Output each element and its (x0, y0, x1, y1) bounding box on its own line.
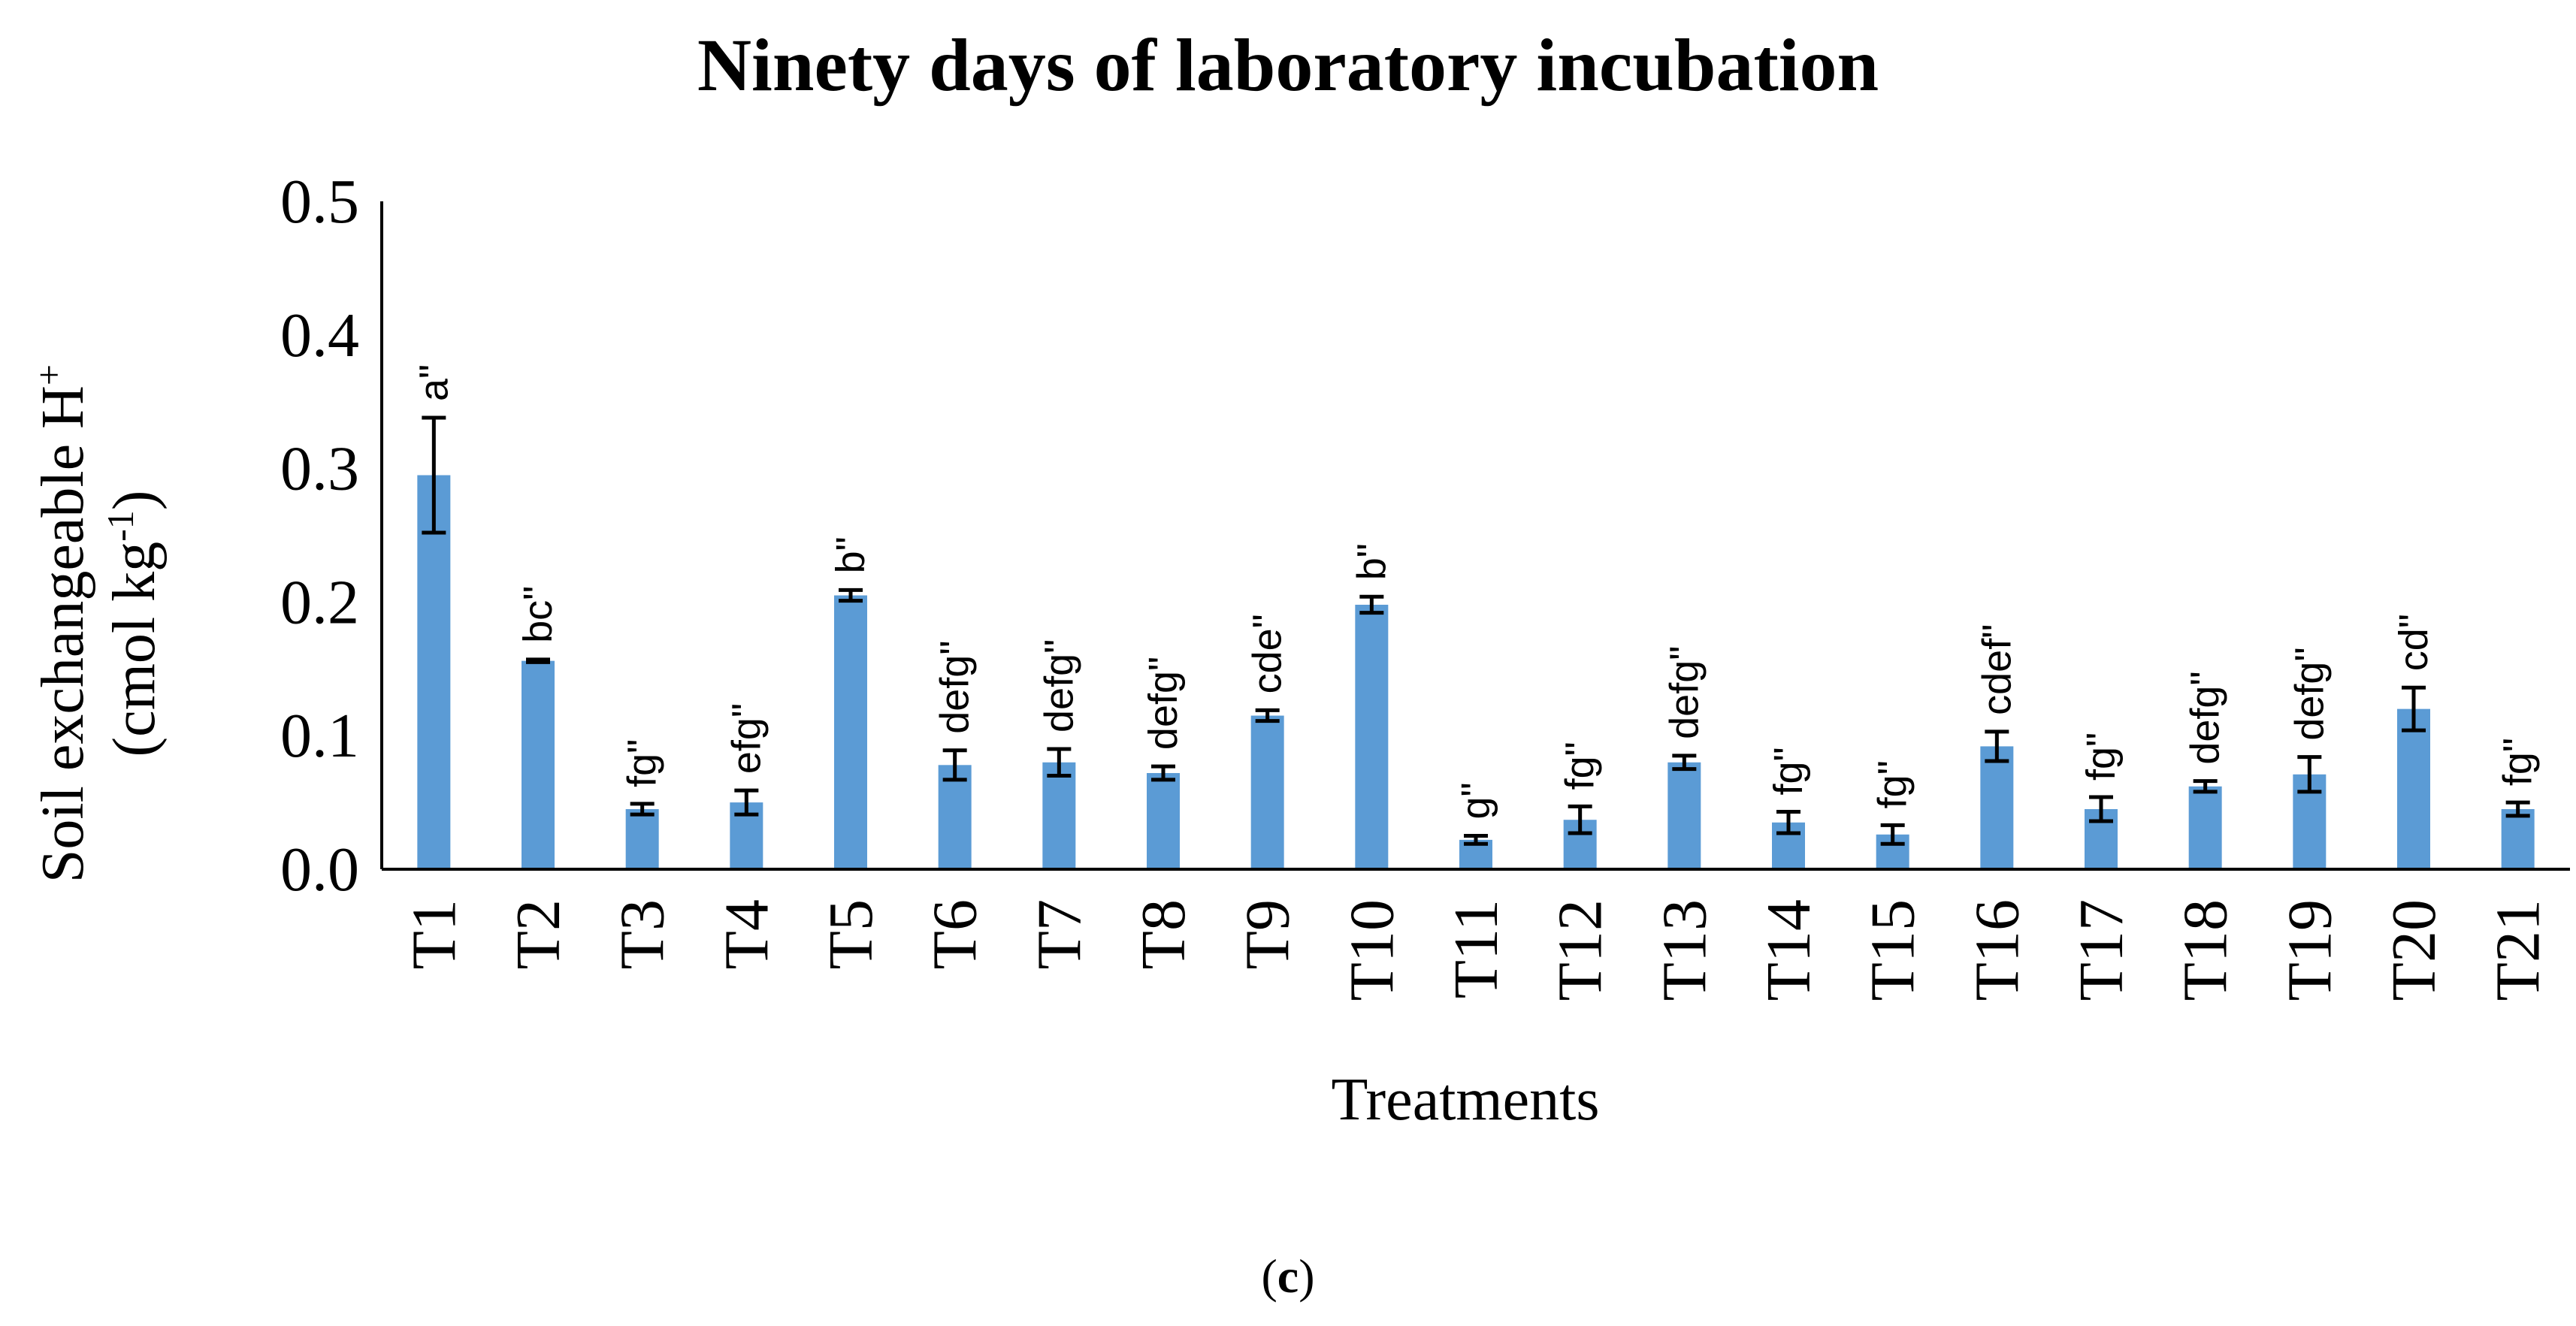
bar-t18 (2188, 786, 2222, 869)
chart-title: Ninety days of laboratory incubation (697, 23, 1879, 107)
x-tick-label-t18: T18 (2171, 899, 2241, 1001)
significance-label-t10: b" (1349, 543, 1394, 580)
bar-t7 (1042, 762, 1076, 869)
x-tick-label-t4: T4 (712, 899, 782, 969)
x-tick-label-t15: T15 (1858, 899, 1928, 1001)
y-tick-label: 0.1 (280, 701, 359, 771)
bar-t3 (625, 808, 659, 869)
bar-t1 (417, 475, 451, 869)
significance-label-t2: bc" (516, 586, 561, 643)
significance-label-t6: defg" (933, 640, 978, 733)
bar-t9 (1250, 715, 1284, 869)
caption-open-paren: ( (1261, 1249, 1277, 1303)
significance-label-t20: cd" (2391, 614, 2436, 671)
x-tick-label-t1: T1 (399, 899, 469, 969)
x-tick-label-t10: T10 (1337, 899, 1407, 1001)
x-tick-label-t7: T7 (1024, 899, 1094, 969)
caption-close-paren: ) (1299, 1249, 1314, 1303)
significance-label-t7: defg" (1036, 639, 1081, 732)
bar-t8 (1147, 772, 1180, 869)
bar-t6 (938, 765, 972, 869)
significance-label-t17: fg" (2079, 732, 2124, 781)
x-axis-ticks: T1 T2 T3 T4 T5 T6 T7 T8 T9 T10 T11 T12 T13 T14 T15 T16 T… (399, 899, 2553, 1001)
y-tick-label: 0.3 (280, 434, 359, 504)
figure-caption: (c) (1261, 1249, 1314, 1303)
significance-label-t5: b" (828, 536, 873, 573)
x-tick-label-t5: T5 (816, 899, 886, 969)
y-tick-label: 0.5 (280, 167, 359, 237)
x-tick-label-t3: T3 (608, 899, 678, 969)
x-tick-label-t16: T16 (1962, 899, 2032, 1001)
significance-label-t19: defg" (2287, 647, 2332, 740)
y-axis-label-line1-superscript: + (28, 364, 70, 385)
significance-label-t3: fg" (620, 739, 665, 787)
x-tick-label-t6: T6 (921, 899, 990, 969)
significance-label-t13: defg" (1661, 646, 1707, 739)
significance-label-t9: cde" (1245, 614, 1290, 693)
y-axis-label-line2-post: ) (101, 491, 168, 511)
x-tick-label-t9: T9 (1233, 899, 1303, 969)
bar-t10 (1355, 604, 1389, 869)
x-tick-label-t11: T11 (1441, 899, 1511, 998)
y-axis-ticks: 0.0 0.1 0.2 0.3 0.4 0.5 (280, 167, 359, 905)
x-tick-label-t8: T8 (1129, 899, 1199, 969)
x-tick-label-t19: T19 (2275, 899, 2345, 1001)
y-axis-label-line2-superscript: -1 (99, 510, 141, 542)
bar-t20 (2397, 708, 2430, 869)
x-tick-label-t12: T12 (1546, 899, 1616, 1001)
y-tick-label: 0.4 (280, 301, 359, 370)
y-axis-label-line1: Soil exchangeable H+ (28, 364, 96, 883)
x-tick-label-t21: T21 (2484, 899, 2553, 1001)
y-tick-label: 0.2 (280, 567, 359, 637)
significance-label-t15: fg" (1870, 760, 1915, 808)
x-tick-label-t17: T17 (2067, 899, 2136, 1001)
significance-label-t4: efg" (724, 703, 769, 774)
x-tick-label-t2: T2 (503, 899, 573, 969)
significance-label-t11: g" (1453, 782, 1498, 819)
x-tick-label-t13: T13 (1649, 899, 1719, 1001)
y-tick-label: 0.0 (280, 835, 359, 905)
bar-t16 (1980, 746, 2014, 869)
significance-label-t1: a" (411, 364, 456, 401)
bar-t21 (2501, 808, 2535, 869)
y-axis-label-line2: (cmol kg-1) (99, 491, 168, 757)
y-axis-label-line1-main: Soil exchangeable H (30, 385, 96, 883)
y-axis-label: Soil exchangeable H+ (cmol kg-1) (28, 364, 168, 883)
x-axis-label: Treatments (1331, 1067, 1599, 1133)
significance-label-t14: fg" (1766, 747, 1811, 795)
error-bars-group (422, 415, 2530, 846)
significance-label-t21: fg" (2496, 738, 2541, 786)
bar-t5 (834, 595, 867, 869)
y-axis-label-line2-pre: (cmol kg (101, 542, 168, 757)
caption-letter: c (1277, 1249, 1299, 1303)
significance-label-t16: cdef" (1974, 624, 2019, 715)
bars-group (417, 475, 2535, 869)
significance-label-t12: fg" (1558, 742, 1603, 790)
significance-label-t18: defg" (2183, 671, 2228, 764)
bar-t13 (1667, 762, 1701, 869)
bar-t2 (522, 660, 555, 869)
significance-labels-group: a" bc" fg" efg" b" defg" defg" defg" cde" b" g" fg"… (411, 364, 2540, 820)
significance-label-t8: defg" (1141, 657, 1186, 750)
x-tick-label-t20: T20 (2379, 899, 2449, 1001)
x-tick-label-t14: T14 (1754, 899, 1824, 1001)
